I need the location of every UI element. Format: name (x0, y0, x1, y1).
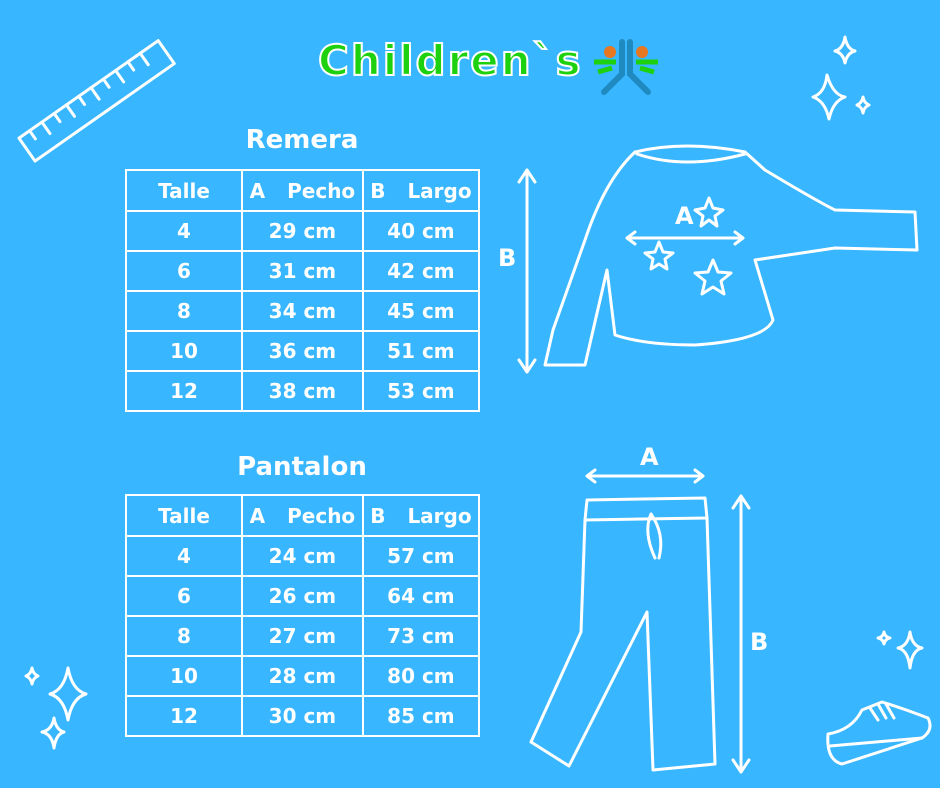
header-pecho: A Pecho (241, 494, 364, 537)
table-cell: 10 (125, 330, 243, 372)
header-text: Pecho (287, 503, 356, 528)
pantalon-title: Pantalon (237, 452, 367, 482)
table-row: 8 34 cm 45 cm (125, 290, 481, 332)
header-text: B (370, 503, 386, 528)
table-cell: 64 cm (361, 575, 481, 617)
sparkle-icon (876, 630, 924, 670)
table-cell: 57 cm (361, 535, 481, 577)
pantalon-size-table: Talle A Pecho B Largo 4 24 cm 57 cm 6 26 cm 64… (125, 494, 481, 737)
table-header-row: Talle A Pecho B Largo (125, 494, 481, 537)
table-cell: 28 cm (241, 655, 364, 697)
header-text: Largo (407, 178, 472, 203)
table-cell: 12 (125, 370, 243, 412)
header-largo: B Largo (361, 169, 481, 212)
remera-label-b: B (498, 244, 517, 272)
table-cell: 4 (125, 535, 243, 577)
table-cell: 80 cm (361, 655, 481, 697)
table-row: 10 36 cm 51 cm (125, 330, 481, 372)
header-text: Pecho (287, 178, 356, 203)
table-row: 6 31 cm 42 cm (125, 250, 481, 292)
table-row: 10 28 cm 80 cm (125, 655, 481, 697)
remera-title: Remera (245, 125, 359, 155)
table-cell: 38 cm (241, 370, 364, 412)
table-cell: 31 cm (241, 250, 364, 292)
table-row: 12 30 cm 85 cm (125, 695, 481, 737)
table-cell: 34 cm (241, 290, 364, 332)
table-cell: 8 (125, 290, 243, 332)
table-cell: 45 cm (361, 290, 481, 332)
table-cell: 53 cm (361, 370, 481, 412)
header-text: B (370, 178, 386, 203)
table-cell: 6 (125, 250, 243, 292)
brand-logo-text: Children`s (317, 35, 583, 86)
table-cell: 85 cm (361, 695, 481, 737)
remera-size-table: Talle A Pecho B Largo 4 29 cm 40 cm 6 31 cm 42… (125, 169, 481, 412)
table-row: 4 24 cm 57 cm (125, 535, 481, 577)
sparkle-icon (24, 666, 88, 750)
table-row: 6 26 cm 64 cm (125, 575, 481, 617)
header-talle: Talle (125, 494, 243, 537)
header-talle: Talle (125, 169, 243, 212)
header-pecho: A Pecho (241, 169, 364, 212)
table-row: 8 27 cm 73 cm (125, 615, 481, 657)
table-cell: 10 (125, 655, 243, 697)
table-cell: 12 (125, 695, 243, 737)
table-row: 4 29 cm 40 cm (125, 210, 481, 252)
table-cell: 8 (125, 615, 243, 657)
header-text: A (249, 503, 266, 528)
remera-label-a: A (675, 202, 694, 230)
header-largo: B Largo (361, 494, 481, 537)
table-cell: 40 cm (361, 210, 481, 252)
table-cell: 6 (125, 575, 243, 617)
brand-logo-mark-icon (594, 39, 658, 95)
header-text: Largo (407, 503, 472, 528)
pantalon-label-b: B (750, 628, 769, 656)
table-cell: 30 cm (241, 695, 364, 737)
table-cell: 29 cm (241, 210, 364, 252)
pants-illustration-icon (529, 468, 751, 774)
table-cell: 51 cm (361, 330, 481, 372)
pantalon-label-a: A (640, 443, 659, 471)
shirt-illustration-icon (517, 144, 919, 374)
table-cell: 73 cm (361, 615, 481, 657)
sneaker-icon (826, 700, 932, 766)
sparkle-icon (811, 35, 871, 121)
table-cell: 42 cm (361, 250, 481, 292)
table-cell: 26 cm (241, 575, 364, 617)
table-cell: 27 cm (241, 615, 364, 657)
header-text: A (249, 178, 266, 203)
table-cell: 24 cm (241, 535, 364, 577)
table-header-row: Talle A Pecho B Largo (125, 169, 481, 212)
ruler-icon (17, 39, 176, 163)
table-cell: 36 cm (241, 330, 364, 372)
table-cell: 4 (125, 210, 243, 252)
table-row: 12 38 cm 53 cm (125, 370, 481, 412)
